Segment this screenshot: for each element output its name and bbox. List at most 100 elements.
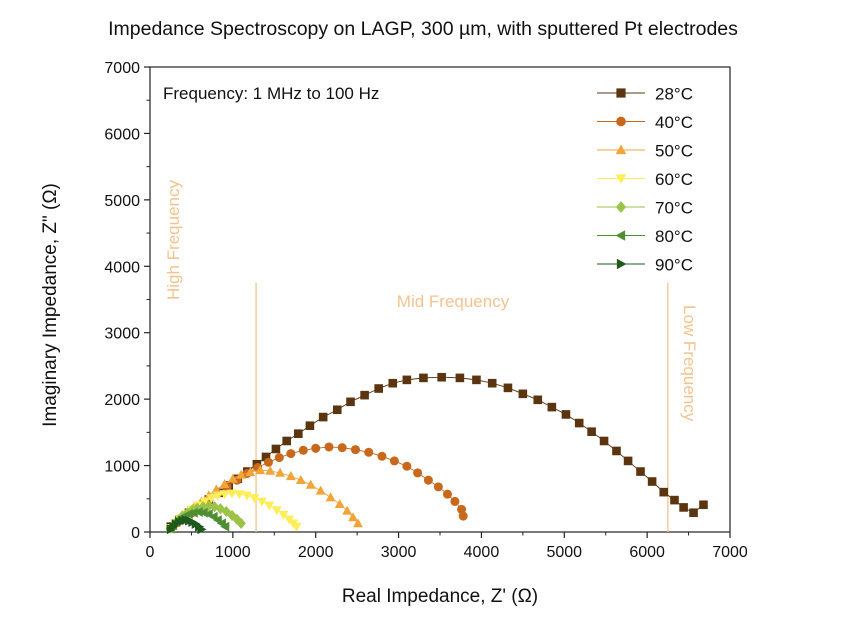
data-point bbox=[423, 475, 433, 485]
data-point bbox=[264, 501, 275, 511]
series-layer bbox=[165, 372, 708, 535]
data-point bbox=[574, 418, 584, 428]
x-tick-label: 2000 bbox=[298, 544, 334, 561]
chart-title: Impedance Spectroscopy on LAGP, 300 µm, … bbox=[108, 18, 738, 40]
data-point bbox=[346, 397, 355, 407]
x-tick-label: 5000 bbox=[546, 544, 582, 561]
data-point bbox=[413, 468, 423, 478]
series-line bbox=[170, 376, 704, 528]
data-point bbox=[324, 442, 334, 452]
x-tick-label: 1000 bbox=[215, 544, 251, 561]
data-point bbox=[197, 524, 207, 535]
legend-label: 60°C bbox=[655, 170, 693, 189]
x-axis-label: Real Impedance, Z' (Ω) bbox=[342, 586, 538, 607]
data-point bbox=[647, 477, 657, 486]
data-point bbox=[561, 410, 571, 419]
legend-marker bbox=[615, 230, 626, 241]
legend-item: 40°C bbox=[597, 113, 693, 132]
data-point bbox=[199, 497, 210, 507]
data-point bbox=[263, 457, 274, 467]
data-point bbox=[192, 502, 202, 514]
data-point bbox=[198, 507, 208, 518]
data-point bbox=[450, 496, 460, 506]
data-point bbox=[433, 482, 443, 492]
data-point bbox=[518, 389, 528, 399]
series-1 bbox=[166, 372, 708, 531]
legend-label: 80°C bbox=[655, 227, 693, 246]
legend-label: 70°C bbox=[655, 199, 693, 218]
axes: 0 1000 2000 3000 4000 5000 6000 7000 0 1000 2000 30… bbox=[104, 60, 747, 561]
data-point bbox=[311, 443, 321, 453]
data-point bbox=[402, 461, 412, 471]
data-point bbox=[261, 452, 271, 462]
data-point bbox=[188, 507, 198, 518]
data-point bbox=[342, 505, 353, 515]
legend-marker bbox=[615, 144, 627, 155]
data-point bbox=[503, 383, 513, 393]
data-point bbox=[227, 473, 238, 483]
data-point bbox=[332, 405, 342, 415]
data-point bbox=[219, 479, 230, 489]
legend-marker bbox=[615, 174, 627, 185]
y-tick-label: 0 bbox=[131, 525, 140, 542]
data-point bbox=[278, 510, 289, 520]
frequency-note: Frequency: 1 MHz to 100 Hz bbox=[163, 84, 379, 103]
data-point bbox=[670, 495, 679, 505]
data-point bbox=[256, 497, 267, 507]
legend: 28°C 40°C 50°C 60°C 70°C 80°C 90°C bbox=[597, 85, 693, 275]
data-point bbox=[419, 373, 428, 383]
data-point bbox=[377, 451, 387, 461]
data-point bbox=[294, 429, 303, 438]
x-tick-label: 6000 bbox=[629, 544, 665, 561]
data-point bbox=[402, 375, 412, 385]
data-point bbox=[236, 517, 246, 529]
legend-item: 80°C bbox=[597, 227, 693, 246]
legend-marker bbox=[615, 201, 627, 213]
y-tick-label: 7000 bbox=[104, 60, 140, 77]
legend-item: 70°C bbox=[597, 199, 693, 218]
data-point bbox=[265, 465, 276, 475]
series-7 bbox=[166, 515, 207, 535]
series-5 bbox=[165, 500, 246, 534]
x-tick-label: 4000 bbox=[464, 544, 500, 561]
y-tick-label: 5000 bbox=[104, 193, 140, 210]
y-axis-label: Imaginary Impedance, Z" (Ω) bbox=[40, 183, 61, 427]
data-point bbox=[215, 503, 226, 515]
data-point bbox=[364, 447, 374, 457]
data-point bbox=[221, 505, 231, 517]
data-point bbox=[442, 489, 452, 499]
legend-marker bbox=[616, 258, 627, 270]
series-2 bbox=[166, 442, 468, 533]
data-point bbox=[212, 491, 223, 501]
data-point bbox=[636, 467, 645, 476]
data-point bbox=[220, 521, 230, 532]
legend-label: 28°C bbox=[655, 85, 693, 104]
data-point bbox=[547, 402, 557, 412]
data-point bbox=[623, 456, 633, 466]
data-point bbox=[599, 436, 609, 446]
data-point bbox=[348, 512, 358, 522]
data-point bbox=[219, 490, 230, 500]
data-point bbox=[249, 494, 260, 504]
data-point bbox=[318, 412, 328, 422]
data-point bbox=[437, 372, 446, 382]
data-point bbox=[305, 479, 316, 489]
data-point bbox=[334, 498, 345, 508]
data-point bbox=[271, 444, 281, 454]
data-point bbox=[274, 453, 284, 463]
legend-item: 50°C bbox=[597, 142, 693, 161]
data-point bbox=[587, 427, 596, 436]
data-point bbox=[315, 485, 326, 495]
data-point bbox=[227, 489, 237, 499]
data-point bbox=[291, 522, 302, 532]
x-tick-label: 0 bbox=[146, 544, 155, 561]
data-point bbox=[659, 487, 669, 497]
data-point bbox=[325, 492, 336, 502]
data-point bbox=[286, 449, 296, 459]
data-point bbox=[337, 443, 347, 453]
y-tick-label: 3000 bbox=[104, 326, 140, 343]
y-tick-label: 1000 bbox=[104, 459, 140, 476]
legend-item: 60°C bbox=[597, 170, 693, 189]
data-point bbox=[183, 509, 193, 520]
legend-label: 50°C bbox=[655, 142, 693, 161]
